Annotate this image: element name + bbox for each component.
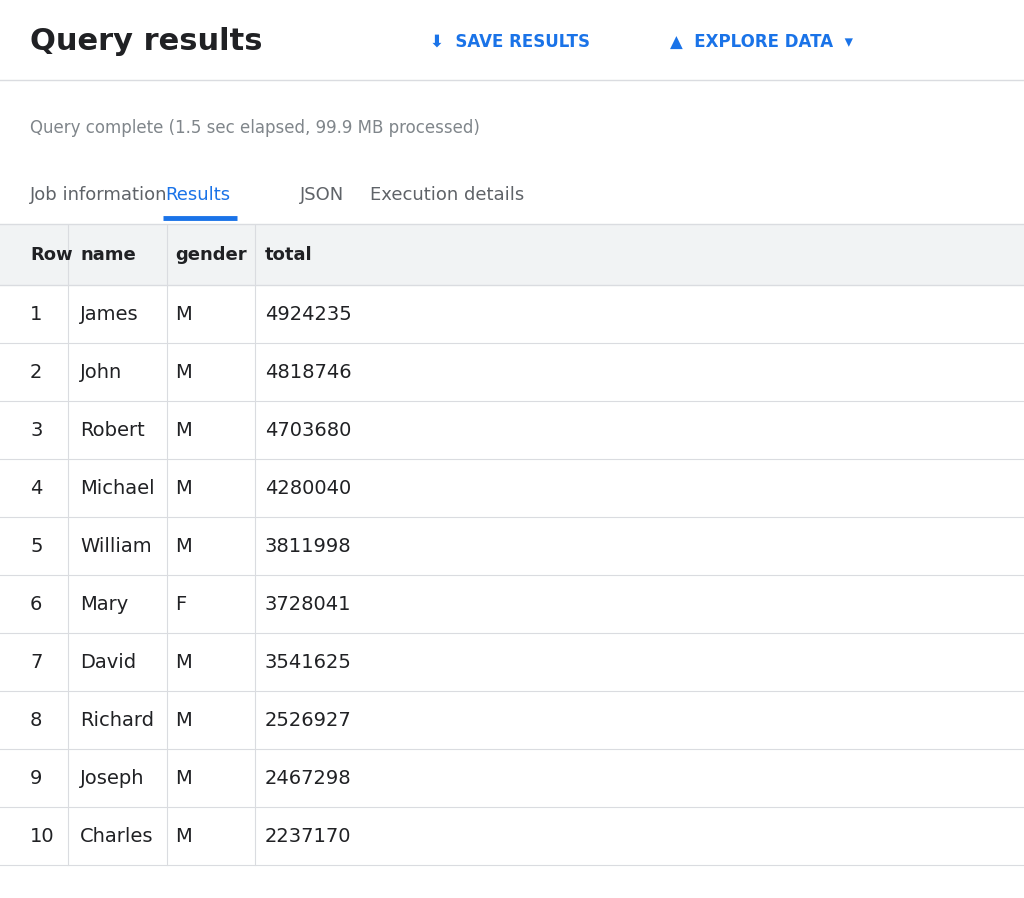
- Text: Charles: Charles: [80, 826, 154, 846]
- Text: M: M: [175, 363, 191, 382]
- Text: JSON: JSON: [300, 186, 344, 204]
- Text: 10: 10: [30, 826, 54, 846]
- Text: Job information: Job information: [30, 186, 168, 204]
- Text: Joseph: Joseph: [80, 769, 144, 788]
- Text: 4703680: 4703680: [265, 420, 351, 439]
- Text: Robert: Robert: [80, 420, 144, 439]
- Text: 4280040: 4280040: [265, 479, 351, 497]
- Text: Query complete (1.5 sec elapsed, 99.9 MB processed): Query complete (1.5 sec elapsed, 99.9 MB…: [30, 119, 480, 137]
- Text: 6: 6: [30, 594, 42, 613]
- Text: M: M: [175, 304, 191, 323]
- Text: M: M: [175, 826, 191, 846]
- Text: 2: 2: [30, 363, 42, 382]
- Text: James: James: [80, 304, 138, 323]
- Text: Richard: Richard: [80, 710, 154, 729]
- Text: John: John: [80, 363, 122, 382]
- Text: total: total: [265, 246, 312, 264]
- Text: ▲  EXPLORE DATA  ▾: ▲ EXPLORE DATA ▾: [670, 33, 853, 51]
- Text: gender: gender: [175, 246, 247, 264]
- Text: 2467298: 2467298: [265, 769, 351, 788]
- Text: 2526927: 2526927: [265, 710, 352, 729]
- Text: name: name: [80, 246, 136, 264]
- Text: M: M: [175, 710, 191, 729]
- Text: 9: 9: [30, 769, 42, 788]
- Text: William: William: [80, 536, 152, 556]
- Text: Query results: Query results: [30, 28, 262, 57]
- Text: 4: 4: [30, 479, 42, 497]
- Text: 8: 8: [30, 710, 42, 729]
- Text: 3: 3: [30, 420, 42, 439]
- Text: 3728041: 3728041: [265, 594, 351, 613]
- Text: 1: 1: [30, 304, 42, 323]
- Text: 7: 7: [30, 653, 42, 672]
- Text: 4924235: 4924235: [265, 304, 352, 323]
- Text: M: M: [175, 420, 191, 439]
- Text: M: M: [175, 536, 191, 556]
- Text: Row: Row: [30, 246, 73, 264]
- Text: 2237170: 2237170: [265, 826, 351, 846]
- Text: 4818746: 4818746: [265, 363, 351, 382]
- Text: Michael: Michael: [80, 479, 155, 497]
- Text: F: F: [175, 594, 186, 613]
- Text: 3541625: 3541625: [265, 653, 352, 672]
- Text: Results: Results: [165, 186, 230, 204]
- Text: Mary: Mary: [80, 594, 128, 613]
- Text: ⬇  SAVE RESULTS: ⬇ SAVE RESULTS: [430, 33, 590, 51]
- Text: M: M: [175, 769, 191, 788]
- Text: 3811998: 3811998: [265, 536, 351, 556]
- Text: M: M: [175, 653, 191, 672]
- Text: David: David: [80, 653, 136, 672]
- Text: 5: 5: [30, 536, 43, 556]
- Bar: [0, 225, 1024, 285]
- Text: Execution details: Execution details: [370, 186, 524, 204]
- Text: M: M: [175, 479, 191, 497]
